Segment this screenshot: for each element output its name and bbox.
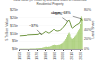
svg-text:60%: 60% [84,18,91,22]
svg-text:$0tr: $0tr [12,47,19,51]
svg-text:$25tr: $25tr [10,8,19,12]
svg-text:0%: 0% [84,47,89,51]
svg-text:20%: 20% [84,37,91,41]
svg-text:1950: 1950 [18,52,22,60]
svg-text:Land Share: Land Share [91,20,95,38]
svg-text:above ~68%: above ~68% [51,11,71,15]
svg-text:1960: 1960 [27,52,31,60]
svg-text:Land Value (in Trillion $) and: Land Value (in Trillion $) and Land Shar… [14,0,87,6]
svg-text:$20tr: $20tr [10,16,19,20]
svg-text:1980: 1980 [44,52,48,60]
svg-text:2010: 2010 [70,52,74,60]
svg-text:~37%: ~37% [29,24,38,28]
svg-text:~57%: ~57% [53,12,62,16]
svg-text:80%: 80% [84,8,91,12]
svg-text:2020: 2020 [79,52,83,60]
svg-text:$10tr: $10tr [10,32,19,36]
svg-text:2000: 2000 [61,52,65,60]
svg-text:1970: 1970 [35,52,39,60]
svg-text:$5tr: $5tr [12,39,19,43]
svg-text:$ Trillion Value: $ Trillion Value [5,18,9,41]
svg-text:$15tr: $15tr [10,24,19,28]
svg-text:1990: 1990 [53,52,57,60]
svg-text:40%: 40% [84,28,91,32]
